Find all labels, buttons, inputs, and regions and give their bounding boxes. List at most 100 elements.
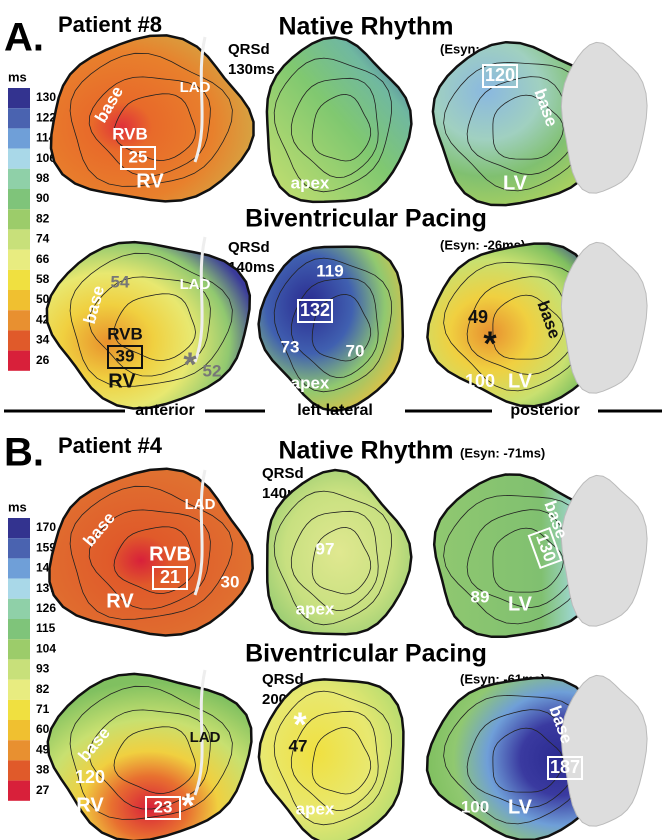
- map-label: LV: [508, 796, 533, 818]
- map-label: 52: [203, 361, 222, 380]
- legend-swatch: [8, 699, 30, 720]
- contour: [311, 93, 372, 162]
- site-value-boxed: 132: [300, 300, 330, 320]
- legend-swatch: [8, 518, 30, 539]
- heart-surface: [265, 468, 413, 636]
- legend-tick: 126: [36, 601, 56, 615]
- contour: [466, 276, 576, 376]
- row-title: Native Rhythm: [278, 13, 453, 41]
- map-label: RVB: [107, 324, 143, 343]
- legend-tick: 26: [36, 353, 50, 367]
- contour: [290, 277, 379, 379]
- heart-surface: [49, 34, 255, 203]
- legend-tick: 104: [36, 641, 56, 655]
- contour: [492, 94, 564, 160]
- contour: [466, 509, 576, 609]
- legend-swatch: [8, 108, 30, 129]
- contour: [290, 510, 379, 612]
- legend-swatch: [8, 760, 30, 781]
- legend-swatch: [8, 350, 30, 371]
- legend-tick: 159: [36, 540, 56, 554]
- heart-map: apex: [265, 36, 413, 204]
- legend-swatch: [8, 128, 30, 149]
- legend-tick: 60: [36, 722, 50, 736]
- contour: [113, 726, 196, 795]
- map-label: *: [293, 706, 307, 744]
- legend-tick: 66: [36, 252, 50, 266]
- qrsd-value: 130ms: [228, 61, 275, 78]
- site-value-boxed: 187: [550, 757, 580, 777]
- legend-swatch: [8, 249, 30, 270]
- legend-tick: 49: [36, 742, 50, 756]
- contour: [492, 527, 564, 593]
- map-label: 100: [461, 797, 489, 816]
- contour: [492, 727, 564, 793]
- qrsd-label: QRSd: [228, 41, 270, 58]
- contour: [443, 261, 586, 392]
- map-label: LV: [508, 370, 533, 392]
- heart-map: 97 apex: [265, 468, 413, 636]
- esyn-label: (Esyn: -71ms): [460, 445, 545, 460]
- legend-swatch: [8, 720, 30, 741]
- contour: [88, 76, 211, 177]
- map-label: 54: [111, 272, 130, 291]
- heart-surface: [426, 242, 608, 408]
- map-label: 49: [468, 307, 488, 327]
- legend-unit: ms: [8, 69, 27, 84]
- contour: [443, 694, 586, 825]
- lad-vessel: [193, 36, 207, 163]
- map-label: LAD: [185, 496, 216, 513]
- contour: [88, 509, 211, 610]
- row-title: Biventricular Pacing: [245, 640, 487, 668]
- site-value-boxed: 25: [129, 147, 148, 166]
- legend-swatch: [8, 168, 30, 189]
- contour: [113, 93, 196, 162]
- contour: [69, 685, 233, 820]
- contour: [69, 52, 233, 187]
- qrsd-label: QRSd: [262, 465, 304, 482]
- legend-swatch: [8, 310, 30, 331]
- legend-swatch: [8, 209, 30, 230]
- contour: [466, 709, 576, 809]
- map-label: apex: [291, 173, 330, 192]
- legend-swatch: [8, 659, 30, 680]
- map-label: 100: [465, 371, 495, 391]
- heart-surface: [257, 678, 405, 840]
- legend-unit: ms: [8, 499, 27, 514]
- contour: [311, 526, 372, 595]
- contour: [273, 57, 392, 193]
- map-label: RV: [108, 370, 136, 392]
- contour: [492, 294, 564, 360]
- site-value-boxed: 120: [485, 65, 515, 85]
- contour: [88, 276, 211, 377]
- view-label: posterior: [510, 402, 579, 419]
- map-label: apex: [296, 799, 335, 818]
- map-label: RVB: [112, 124, 148, 143]
- legend-swatch: [8, 148, 30, 169]
- site-box: [107, 345, 143, 369]
- qrsd-label: QRSd: [262, 671, 304, 688]
- contour: [443, 494, 586, 625]
- map-label: 70: [346, 341, 365, 360]
- legend-tick: 90: [36, 191, 50, 205]
- legend-tick: 122: [36, 110, 56, 124]
- legend-tick: 27: [36, 783, 50, 797]
- view-label: anterior: [135, 402, 195, 419]
- site-box: [120, 146, 156, 170]
- legend-swatch: [8, 88, 30, 109]
- site-box: [547, 756, 583, 780]
- legend-swatch: [8, 189, 30, 210]
- legend-tick: 34: [36, 333, 50, 347]
- view-label: left lateral: [297, 402, 373, 419]
- legend-tick: 130: [36, 90, 56, 104]
- site-box: [482, 64, 518, 88]
- contour: [311, 726, 372, 795]
- heart-surface: [265, 36, 413, 204]
